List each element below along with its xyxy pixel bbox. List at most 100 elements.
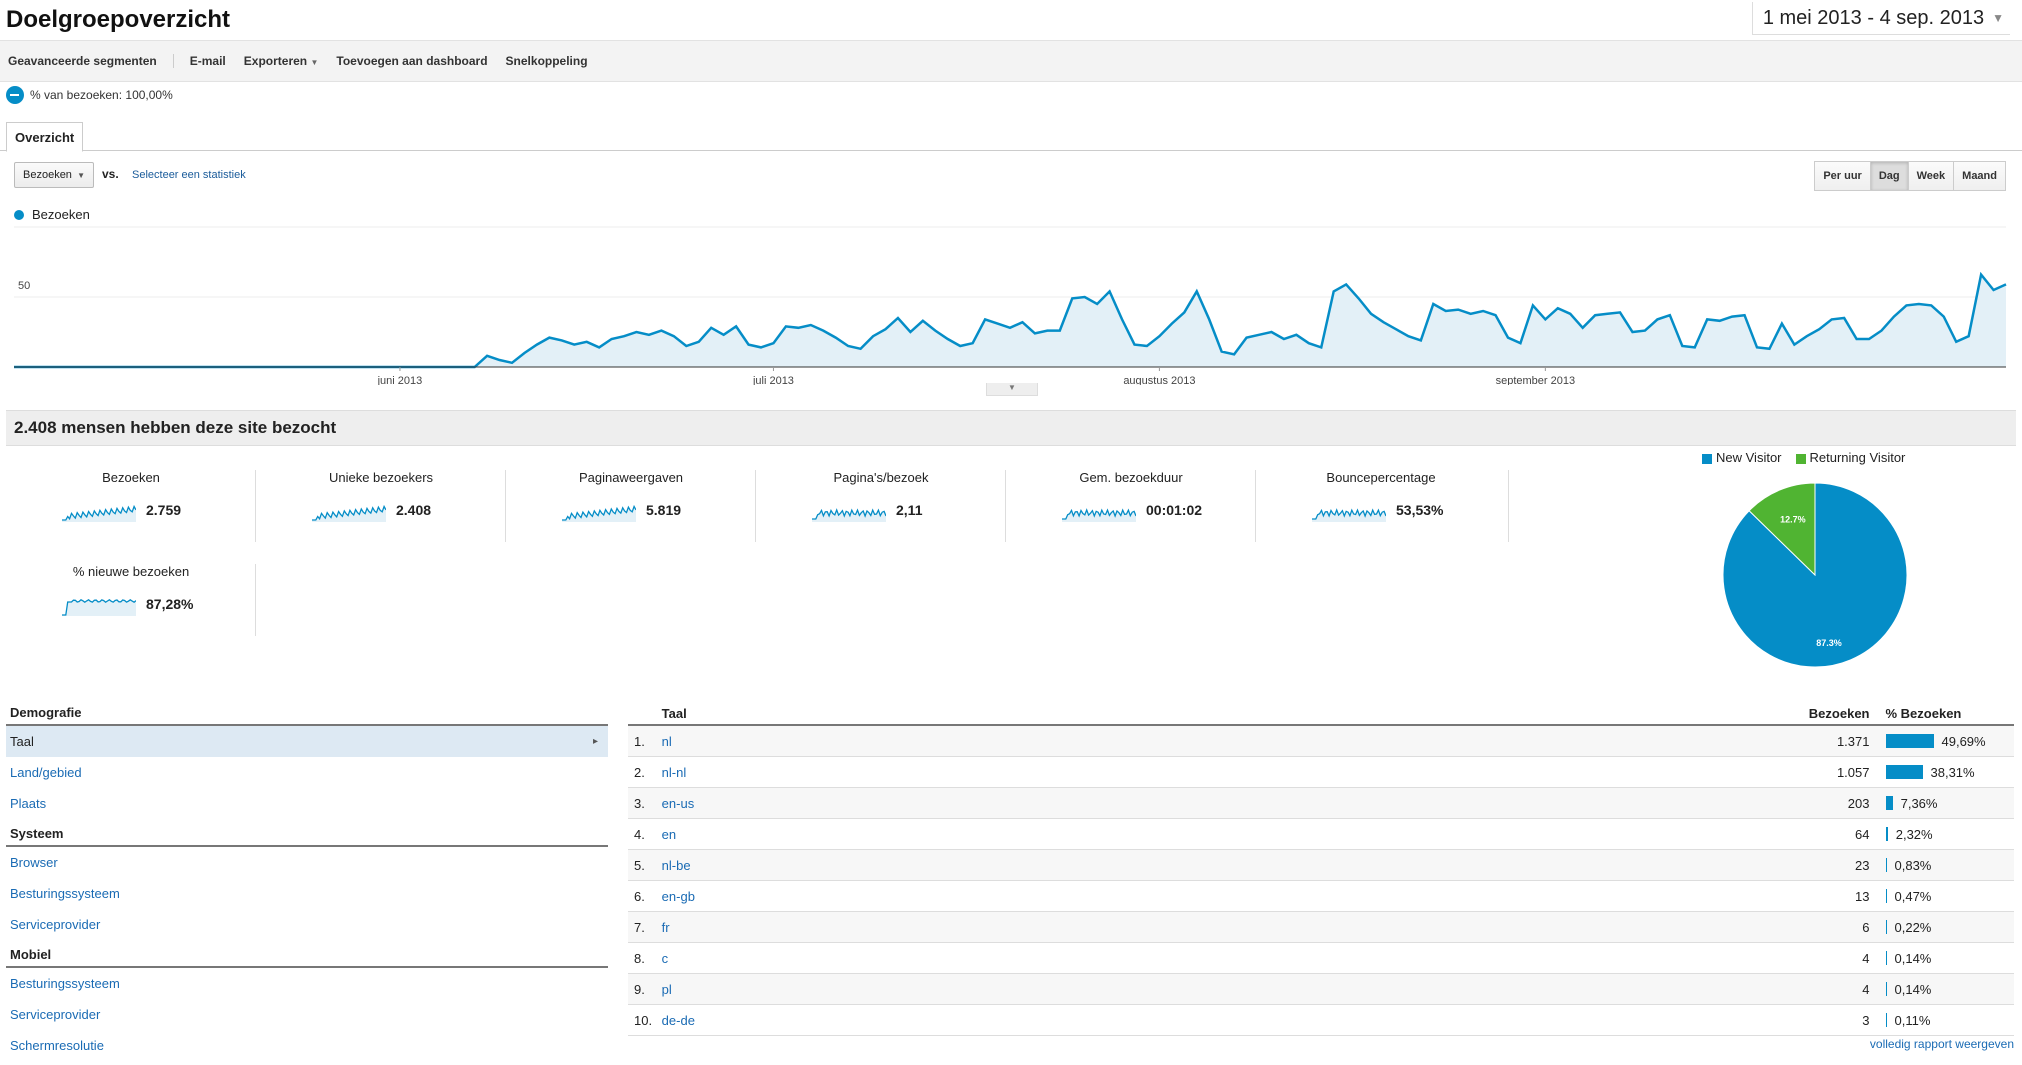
demographics-item[interactable]: Browser (6, 847, 608, 878)
period-month-button[interactable]: Maand (1953, 161, 2006, 191)
header-visits[interactable]: Bezoeken (1808, 705, 1870, 721)
language-link[interactable]: en-us (661, 795, 695, 811)
visit-share-bar (1885, 765, 1923, 779)
metric-separator (755, 470, 756, 542)
metric-value: 5.819 (646, 502, 682, 518)
visit-share-cell: 7,36% (1870, 796, 2015, 811)
demographics-item[interactable]: Serviceprovider (6, 909, 608, 940)
visit-share-bar (1885, 982, 1887, 996)
select-statistic-link[interactable]: Selecteer een statistiek (132, 169, 246, 181)
period-week-button[interactable]: Week (1907, 161, 1955, 191)
period-hourly-button[interactable]: Per uur (1814, 161, 1871, 191)
header-language[interactable]: Taal (661, 705, 687, 721)
advanced-segments-button[interactable]: Geavanceerde segmenten (0, 54, 174, 68)
table-row: 3. en-us 203 7,36% (628, 788, 2014, 819)
metric-value: 2,11 (896, 502, 923, 518)
summary-title: 2.408 mensen hebben deze site bezocht (6, 410, 2016, 446)
pie-slice-returning-visitor[interactable] (1748, 482, 1816, 577)
metric-sparkline (562, 504, 636, 522)
metric-sparkline (1062, 508, 1136, 522)
sparkline-line (312, 504, 386, 521)
language-link[interactable]: de-de (661, 1012, 695, 1028)
visitor-type-pie-chart[interactable]: 87.3% 12.7% (1720, 480, 1920, 680)
row-index: 6. (634, 888, 645, 904)
visits-value: 1.057 (1836, 764, 1870, 780)
demographics-item-label: Plaats (10, 796, 47, 811)
email-button[interactable]: E-mail (189, 54, 226, 68)
date-range-picker[interactable]: 1 mei 2013 - 4 sep. 2013 ▼ (1751, 2, 2010, 35)
language-link[interactable]: fr (661, 919, 670, 935)
demographics-item[interactable]: Plaats (6, 788, 608, 819)
metric-sparkline (812, 508, 886, 522)
visit-share-bar (1885, 858, 1887, 872)
visits-value: 64 (1855, 826, 1870, 842)
metric-card[interactable]: % nieuwe bezoeken 87,28% (6, 564, 256, 636)
metric-card[interactable]: Bouncepercentage 53,53% (1256, 470, 1506, 542)
demographics-item[interactable]: Besturingssysteem (6, 878, 608, 909)
metric-card[interactable]: Gem. bezoekduur 00:01:02 (1006, 470, 1256, 542)
row-index: 10. (634, 1012, 653, 1028)
metric-card[interactable]: Unieke bezoekers 2.408 (256, 470, 506, 542)
export-label: Exporteren (243, 54, 308, 68)
metric-card[interactable]: Paginaweergaven 5.819 (506, 470, 756, 542)
demographics-item[interactable]: Land/gebied (6, 757, 608, 788)
tab-divider (0, 150, 2022, 151)
demographics-item-label: Besturingssysteem (10, 976, 120, 991)
metric-label: Unieke bezoekers (328, 470, 434, 485)
metric-label: Bezoeken (102, 470, 160, 485)
demographics-item[interactable]: Serviceprovider (6, 999, 608, 1030)
language-link[interactable]: pl (661, 981, 672, 997)
table-row: 6. en-gb 13 0,47% (628, 881, 2014, 912)
chart-collapse-handle[interactable]: ▼ (986, 383, 1038, 396)
language-link[interactable]: en (661, 826, 677, 842)
visit-share-bar (1885, 827, 1888, 841)
metric-label: Pagina's/bezoek (833, 470, 929, 485)
metric-separator (255, 564, 256, 636)
x-tick-label: augustus 2013 (1123, 375, 1195, 385)
full-report-link[interactable]: volledig rapport weergeven (1869, 1037, 2014, 1051)
language-link[interactable]: c (661, 950, 669, 966)
language-link[interactable]: en-gb (661, 888, 695, 904)
header-visit-share[interactable]: % Bezoeken (1885, 705, 1962, 721)
demographics-item-label: Taal (10, 734, 34, 749)
demographics-item[interactable]: Besturingssysteem (6, 968, 608, 999)
pie-legend-new[interactable]: New Visitor (1702, 450, 1782, 465)
add-to-dashboard-button[interactable]: Toevoegen aan dashboard (336, 54, 488, 68)
segment-indicator[interactable]: % van bezoeken: 100,00% (6, 86, 173, 104)
report-toolbar: Geavanceerde segmenten E-mail Exporteren… (0, 40, 2022, 82)
tab-overview[interactable]: Overzicht (6, 122, 84, 152)
demographics-panel: Demografie Taal ▸ Land/gebied Plaats Systeem B… (6, 698, 608, 1061)
shortcut-button[interactable]: Snelkoppeling (505, 54, 588, 68)
section-header: Demografie (6, 702, 608, 726)
export-button[interactable]: Exporteren ▼ (235, 54, 328, 68)
metric-select[interactable]: Bezoeken ▼ (14, 162, 94, 188)
period-day-button[interactable]: Dag (1869, 161, 1909, 191)
metric-value: 53,53% (1396, 502, 1444, 518)
row-index: 3. (634, 795, 645, 811)
pie-slice-new-visitor[interactable] (1722, 482, 1908, 668)
language-link[interactable]: nl-be (661, 857, 691, 873)
chevron-down-icon[interactable]: ▼ (1992, 11, 2004, 25)
visit-share-value: 0,47% (1894, 888, 1932, 904)
metric-sparkline (1312, 508, 1386, 522)
demographics-item[interactable]: Schermresolutie (6, 1030, 608, 1061)
metric-label: Paginaweergaven (578, 470, 684, 485)
legend-swatch (1795, 453, 1806, 464)
pie-legend-returning[interactable]: Returning Visitor (1795, 450, 1905, 465)
demographics-item[interactable]: Taal ▸ (6, 726, 608, 757)
visit-share-cell: 0,14% (1870, 951, 2015, 966)
visit-share-value: 0,14% (1894, 981, 1932, 997)
row-index: 5. (634, 857, 645, 873)
metric-label: % nieuwe bezoeken (72, 564, 190, 579)
visit-share-value: 0,14% (1894, 950, 1932, 966)
vs-label: vs. (102, 167, 119, 181)
metric-card[interactable]: Bezoeken 2.759 (6, 470, 256, 542)
language-link[interactable]: nl (661, 733, 672, 749)
metric-card[interactable]: Pagina's/bezoek 2,11 (756, 470, 1006, 542)
language-link[interactable]: nl-nl (661, 764, 687, 780)
visits-value: 23 (1855, 857, 1870, 873)
visits-value: 4 (1862, 981, 1870, 997)
demographics-item-label: Land/gebied (10, 765, 82, 780)
visit-share-bar (1885, 951, 1887, 965)
